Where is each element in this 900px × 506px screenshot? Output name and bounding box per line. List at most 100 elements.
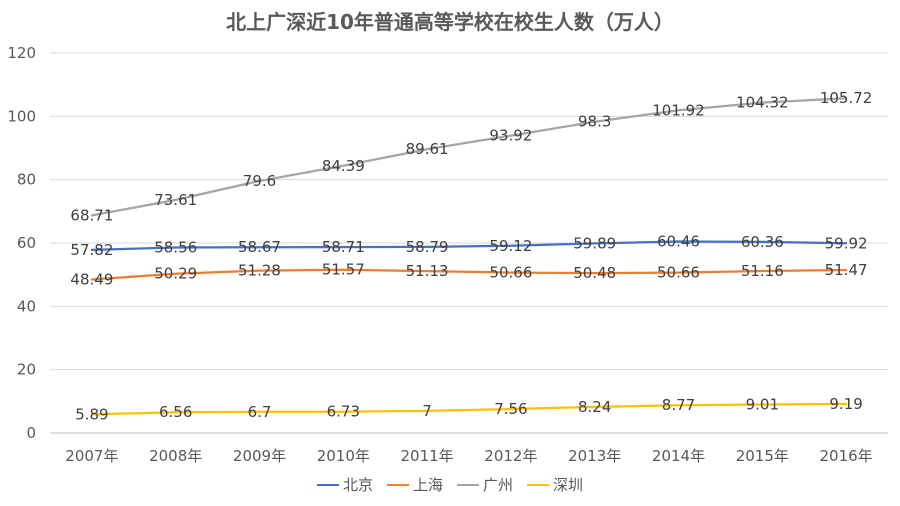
data-point [91,278,93,281]
legend-item: 上海 [386,474,443,495]
data-label: 104.32 [736,94,789,112]
data-point [845,269,847,271]
data-point [761,241,764,243]
y-tick-label: 40 [17,297,36,315]
data-label: 59.89 [573,234,616,252]
data-label: 8.24 [578,398,611,416]
data-point [593,406,596,408]
data-label: 9.01 [746,395,779,413]
data-point [342,164,345,167]
legend-swatch [316,483,339,486]
data-point [761,270,764,272]
data-label: 105.72 [820,89,873,107]
data-point [426,246,428,248]
x-tick-label: 2009年 [233,447,286,465]
data-point [593,242,596,245]
legend-item: 广州 [457,474,513,495]
data-point [426,148,428,151]
legend-label: 广州 [483,476,514,494]
data-label: 7.56 [494,400,527,418]
data-label: 51.13 [406,262,449,280]
legend-label: 深圳 [553,476,584,494]
data-point [510,271,512,274]
data-label: 68.71 [70,206,113,224]
data-point [510,408,512,410]
data-label: 58.79 [406,238,449,256]
data-label: 51.16 [741,262,784,280]
data-point [426,410,428,412]
x-tick-label: 2008年 [149,447,202,465]
data-point [845,403,847,405]
x-tick-label: 2016年 [820,447,873,465]
data-label: 50.48 [573,264,616,282]
data-point [174,411,177,414]
data-point [761,403,764,406]
data-point [174,272,177,275]
data-label: 58.56 [154,239,197,257]
data-label: 98.3 [578,113,611,131]
data-label: 57.82 [70,241,113,259]
data-point [677,271,680,274]
data-point [510,244,512,247]
x-tick-label: 2013年 [568,447,621,465]
data-label: 48.49 [70,270,113,288]
data-label: 89.61 [406,140,449,158]
data-label: 9.19 [829,395,862,413]
data-point [845,97,847,100]
data-point [677,404,680,407]
y-tick-label: 60 [17,234,36,252]
chart-title: 北上广深近10年普通高等学校在校生人数（万人） [226,10,674,34]
series-line-上海 [90,268,848,281]
y-tick-label: 80 [17,171,36,189]
data-label: 7 [422,402,432,420]
data-label: 73.61 [154,191,197,209]
data-label: 59.12 [489,237,532,255]
legend-swatch [386,483,409,486]
series-line-深圳 [90,402,848,416]
data-point [677,109,680,112]
data-point [91,214,93,217]
legend-item: 北京 [316,474,373,495]
legend-label: 北京 [342,476,373,494]
data-point [174,246,177,249]
data-point [593,120,596,123]
legend: 北京 上海 广州 深圳 [0,474,900,495]
y-tick-label: 0 [26,424,36,442]
data-label: 5.89 [75,405,108,423]
data-point [258,269,261,272]
data-label: 51.47 [825,261,868,279]
data-label: 59.92 [825,234,868,252]
data-point [593,272,596,274]
data-point [761,101,764,104]
y-tick-label: 20 [17,361,36,379]
x-tick-label: 2015年 [736,447,789,465]
legend-item: 深圳 [527,474,583,495]
legend-label: 上海 [412,476,443,494]
data-point [342,268,345,271]
x-tick-label: 2012年 [484,447,537,465]
data-label: 51.57 [322,261,365,279]
data-label: 58.67 [238,238,281,256]
data-point [677,240,680,243]
data-point [342,246,345,248]
y-tick-label: 100 [7,107,36,125]
data-label: 60.36 [741,233,784,251]
data-label: 79.6 [243,172,276,190]
data-label: 6.73 [327,403,360,421]
data-point [510,134,512,137]
data-point [258,180,261,182]
data-label: 8.77 [662,396,695,414]
x-tick-label: 2007年 [65,447,118,465]
data-label: 50.29 [154,265,197,283]
x-tick-label: 2010年 [317,447,370,465]
data-label: 84.39 [322,157,365,175]
x-tick-label: 2011年 [401,447,454,465]
data-point [258,246,261,249]
data-point [426,270,428,272]
legend-swatch [457,483,479,486]
data-label: 50.66 [489,264,532,282]
y-tick-label: 120 [7,44,36,62]
data-label: 58.71 [322,238,365,256]
